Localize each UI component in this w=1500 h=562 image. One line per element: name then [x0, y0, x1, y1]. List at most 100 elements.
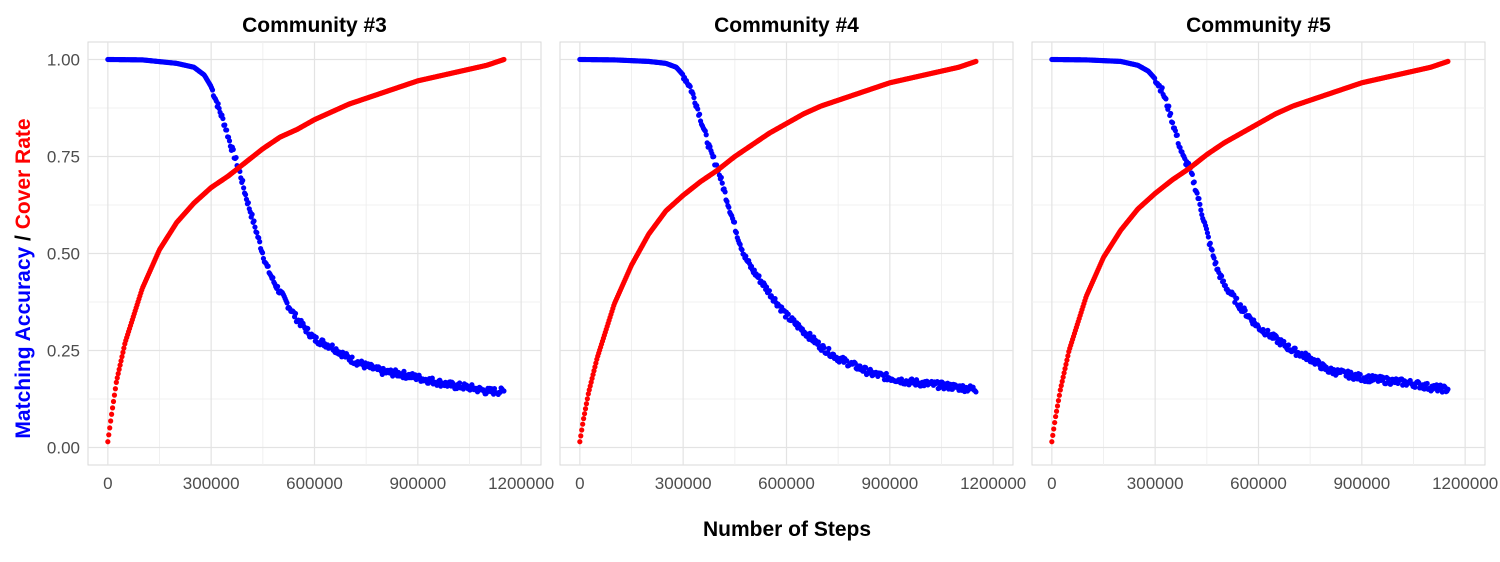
- data-point-cover: [115, 371, 121, 377]
- data-point-accuracy: [259, 250, 266, 256]
- data-point-accuracy: [719, 180, 725, 186]
- data-point-accuracy: [711, 153, 717, 160]
- data-point-cover: [106, 432, 112, 438]
- y-tick-label: 0.75: [47, 147, 80, 166]
- data-point-accuracy: [1211, 255, 1217, 261]
- data-point-cover: [1065, 353, 1071, 359]
- data-point-accuracy: [1205, 234, 1211, 240]
- data-point-cover: [1060, 374, 1066, 380]
- data-point-accuracy: [772, 295, 778, 302]
- data-point-cover: [580, 421, 586, 427]
- data-point-accuracy: [224, 127, 230, 133]
- data-point-accuracy: [1168, 110, 1174, 117]
- data-point-accuracy: [1281, 338, 1287, 345]
- data-point-accuracy: [724, 198, 730, 205]
- data-point-accuracy: [1194, 190, 1200, 196]
- data-point-accuracy: [973, 389, 979, 395]
- data-point-cover: [1049, 439, 1055, 445]
- data-point-accuracy: [1204, 230, 1211, 236]
- data-point-accuracy: [1198, 207, 1204, 213]
- data-point-accuracy: [1174, 132, 1180, 138]
- y-axis-label-part-1: Matching Accuracy: [12, 246, 35, 438]
- data-point-accuracy: [270, 275, 276, 281]
- data-point-cover: [1050, 432, 1056, 438]
- y-tick-label: 1.00: [47, 50, 80, 69]
- data-point-accuracy: [220, 115, 226, 122]
- data-point-accuracy: [763, 284, 770, 290]
- x-tick-label: 1200000: [960, 474, 1026, 493]
- data-point-accuracy: [1196, 195, 1202, 202]
- data-point-accuracy: [743, 253, 749, 259]
- data-point-cover: [501, 56, 507, 63]
- data-point-cover: [109, 411, 115, 417]
- data-point-accuracy: [457, 380, 463, 386]
- data-point-cover: [578, 433, 584, 439]
- data-point-cover: [582, 406, 589, 412]
- data-point-cover: [581, 411, 588, 417]
- data-point-accuracy: [245, 200, 251, 206]
- data-point-cover: [1057, 387, 1063, 393]
- data-point-cover: [118, 358, 124, 364]
- data-point-cover: [110, 398, 117, 405]
- x-tick-label: 900000: [389, 474, 446, 493]
- data-point-cover: [1445, 58, 1451, 65]
- x-tick-label: 600000: [1230, 474, 1287, 493]
- data-point-cover: [109, 405, 116, 411]
- data-point-accuracy: [1159, 85, 1165, 91]
- data-point-accuracy: [731, 219, 738, 225]
- data-point-accuracy: [252, 224, 258, 230]
- series-cover: [577, 58, 979, 445]
- x-tick-label: 1200000: [1432, 474, 1498, 493]
- data-point-accuracy: [726, 204, 732, 210]
- data-point-accuracy: [1292, 345, 1298, 351]
- data-point-accuracy: [844, 358, 850, 364]
- y-tick-label: 0.00: [47, 439, 80, 458]
- data-point-accuracy: [697, 111, 703, 117]
- panel-3: Community #5 0 300000 600000 900000 1200000: [1031, 14, 1498, 493]
- data-point-accuracy: [1209, 247, 1215, 253]
- series-accuracy: [1049, 56, 1451, 395]
- data-point-cover: [113, 379, 119, 385]
- data-point-accuracy: [230, 146, 236, 153]
- data-point-accuracy: [1285, 342, 1292, 348]
- data-point-accuracy: [313, 334, 319, 340]
- data-point-accuracy: [215, 101, 221, 107]
- panel-title: Community #4: [714, 14, 859, 37]
- data-point-accuracy: [1163, 96, 1169, 102]
- y-axis-label-part-3: Cover Rate: [12, 118, 35, 229]
- data-point-cover: [1058, 383, 1064, 389]
- data-point-accuracy: [1152, 75, 1158, 81]
- data-point-accuracy: [1218, 273, 1225, 279]
- data-point-accuracy: [1213, 259, 1219, 266]
- data-point-accuracy: [1172, 128, 1178, 134]
- data-point-accuracy: [242, 192, 249, 198]
- data-point-cover: [1051, 426, 1057, 432]
- data-point-cover: [579, 427, 585, 433]
- data-point-accuracy: [209, 87, 216, 93]
- series-cover: [105, 56, 507, 445]
- x-tick-label: 300000: [183, 474, 240, 493]
- data-point-cover: [105, 439, 111, 445]
- data-point-accuracy: [1265, 327, 1271, 333]
- data-point-accuracy: [305, 325, 311, 332]
- data-point-accuracy: [815, 339, 822, 345]
- data-point-accuracy: [1166, 103, 1172, 109]
- data-point-accuracy: [265, 263, 271, 269]
- data-point-accuracy: [1385, 376, 1392, 382]
- data-point-accuracy: [429, 375, 435, 381]
- data-point-accuracy: [254, 229, 260, 236]
- data-point-cover: [111, 392, 118, 398]
- data-point-cover: [1059, 378, 1065, 384]
- data-point-accuracy: [1207, 240, 1213, 246]
- data-point-accuracy: [785, 311, 791, 317]
- panel-title: Community #3: [242, 14, 387, 37]
- data-point-accuracy: [1357, 371, 1363, 378]
- series-accuracy: [577, 56, 979, 395]
- y-axis-label: Matching Accuracy / Cover Rate: [12, 118, 35, 438]
- x-tick-label: 0: [1047, 474, 1056, 493]
- data-point-accuracy: [737, 241, 743, 248]
- data-point-accuracy: [226, 138, 233, 144]
- y-tick-label: 0.50: [47, 245, 80, 264]
- data-point-cover: [973, 58, 979, 65]
- panel-2: Community #4 0 300000 600000 900000 1200000: [559, 14, 1026, 493]
